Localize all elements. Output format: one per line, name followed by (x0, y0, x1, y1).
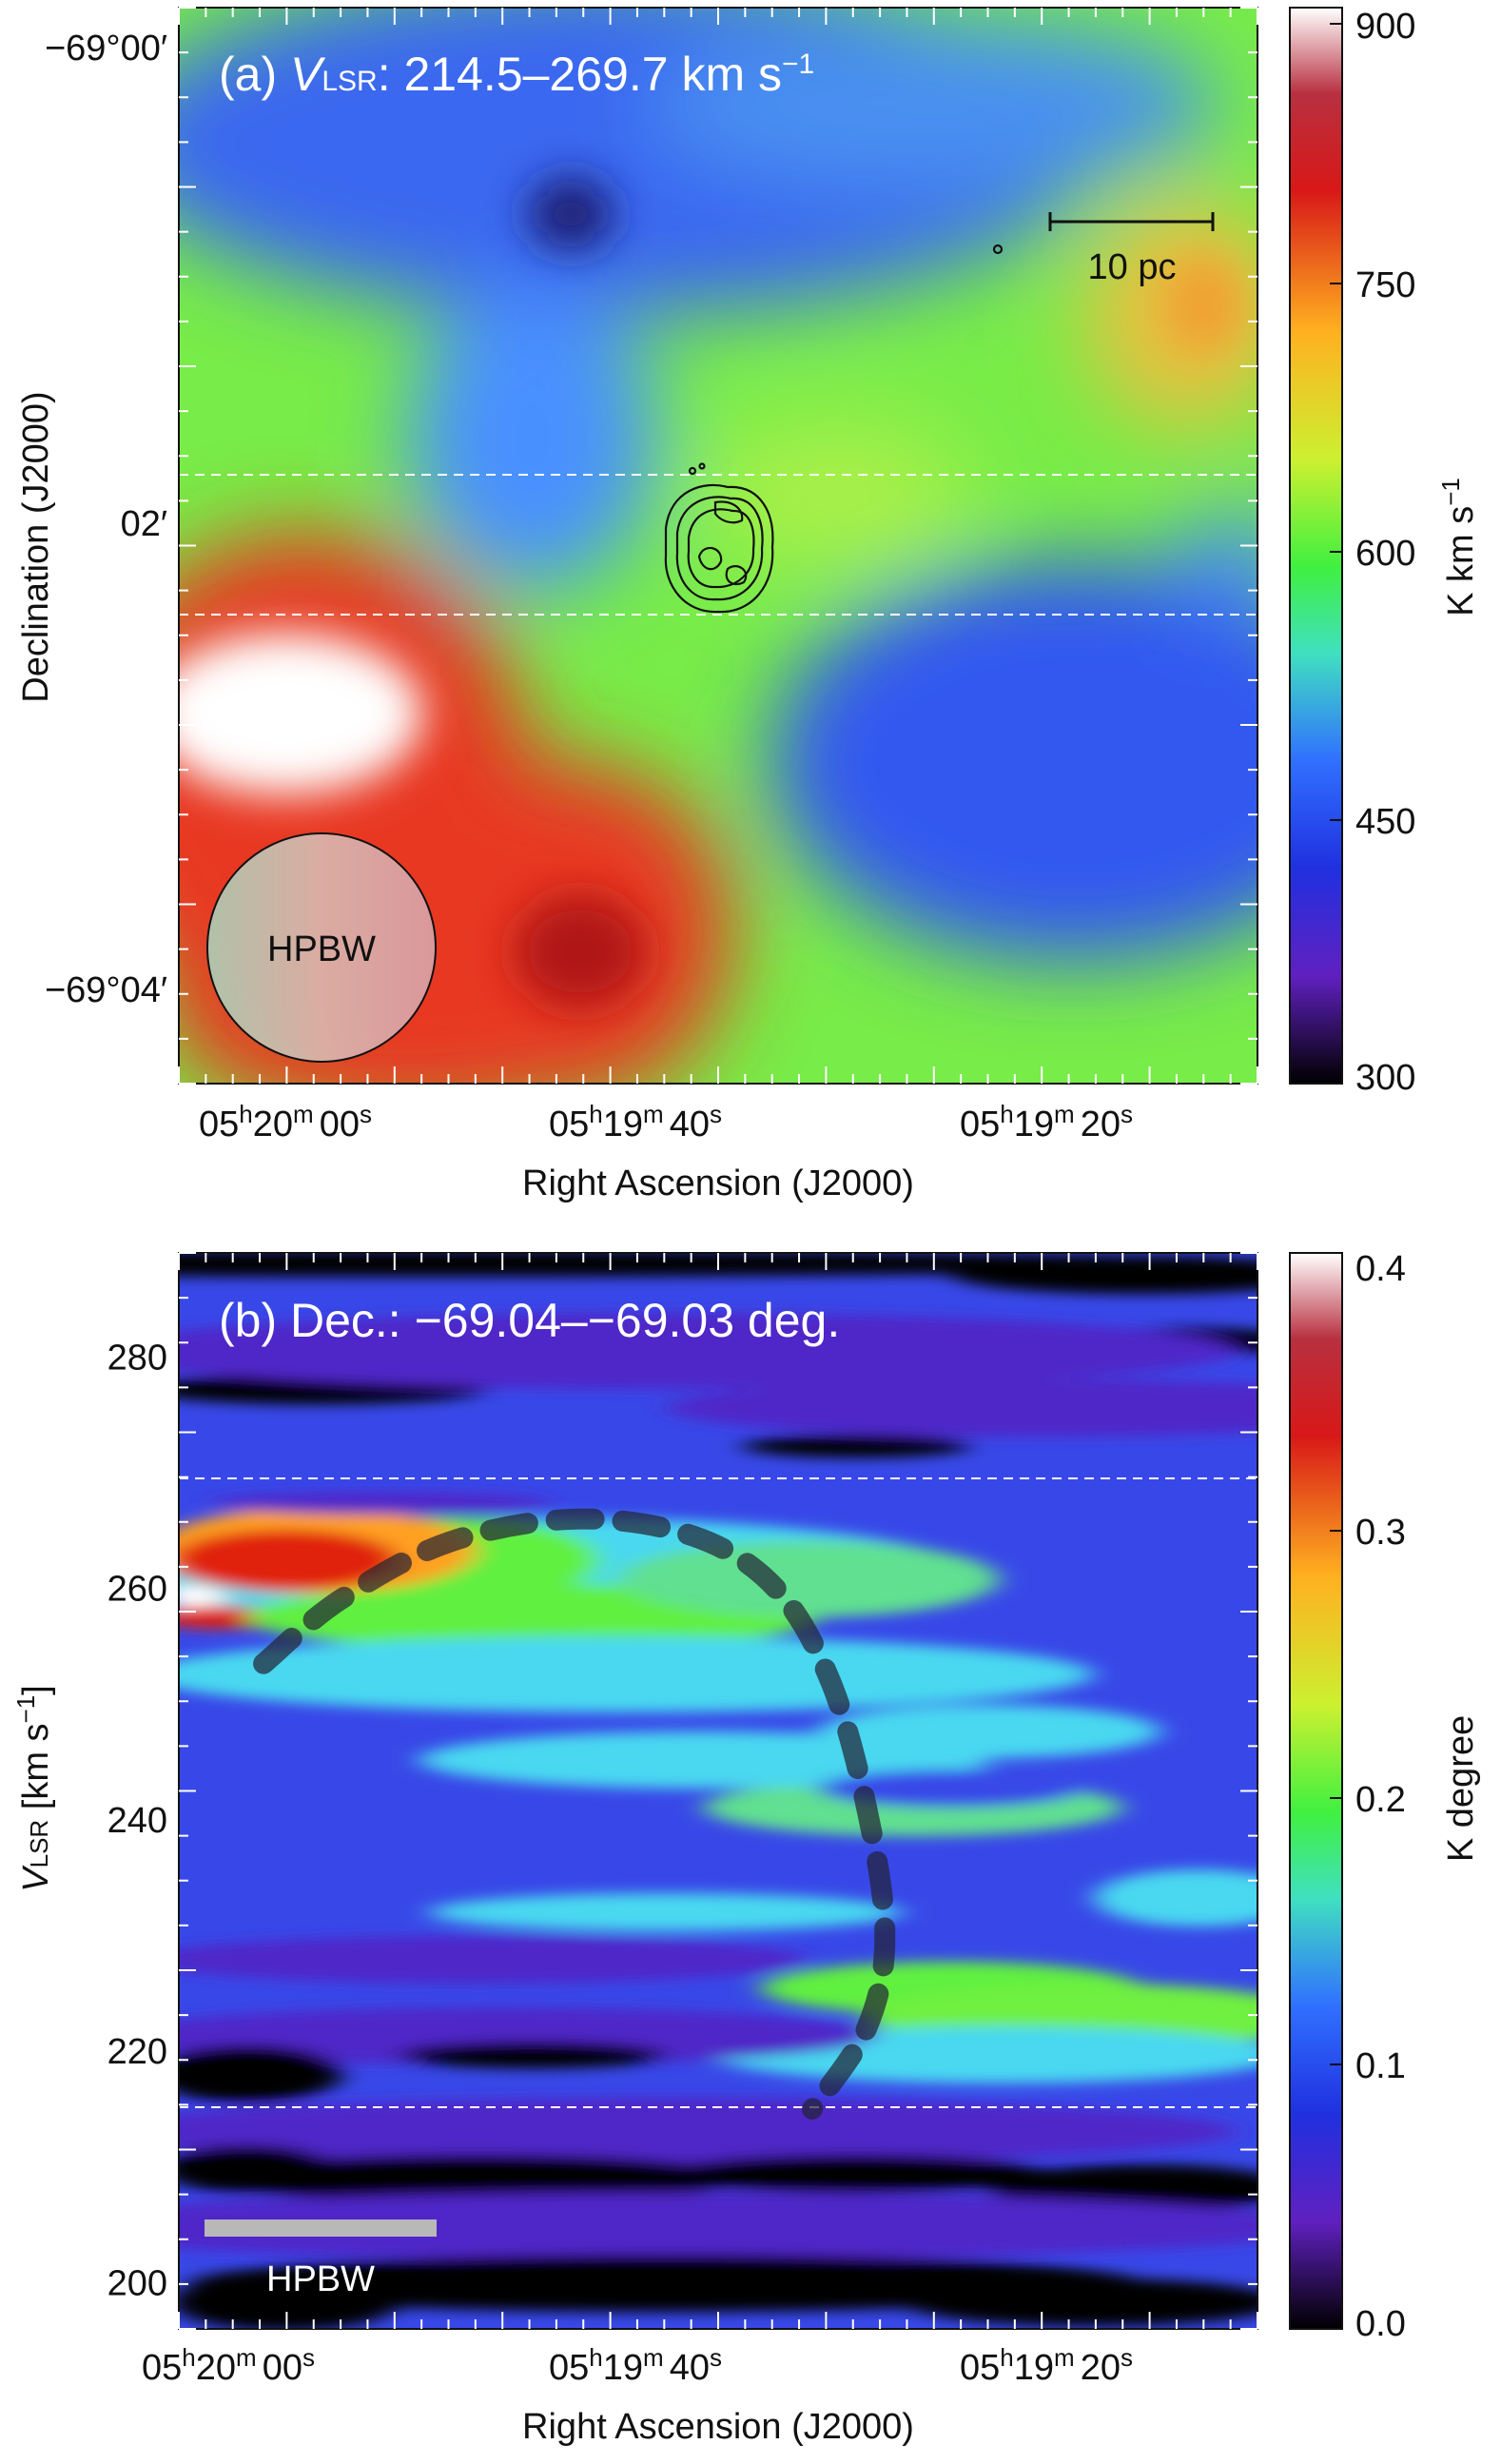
y-tick-label: −69°00′ (45, 29, 167, 68)
y-tick-label: 280 (107, 1338, 167, 1378)
pv-emission-blob (179, 2274, 400, 2329)
colorbar-b-tick-label: 0.0 (1355, 2304, 1406, 2344)
pv-emission-blob (179, 1936, 809, 1984)
pv-emission-blob (209, 2155, 742, 2202)
pv-emission-blob (179, 2045, 342, 2102)
panel-b-minor-ticks (178, 1252, 1258, 2330)
panel-a-title: (a) VLSR: 214.5–269.7 km s−1 (219, 48, 814, 101)
scale-bar-label: 10 pc (1088, 247, 1177, 287)
pv-emission-blob (179, 1530, 400, 1591)
x-axis-label: Right Ascension (J2000) (522, 2407, 914, 2447)
pv-emission-blob (1094, 1869, 1257, 1926)
colorbar-b-tick-label: 0.3 (1355, 1513, 1406, 1553)
pv-emission-blob (190, 2255, 1141, 2312)
hpbw-beam-circle (206, 832, 437, 1063)
pv-emission-blob (666, 1379, 1257, 1437)
colorbar-b-tick-label: 0.4 (1355, 1249, 1406, 1289)
colorbar-b-ticks (1330, 1530, 1342, 2065)
panel-b: HPBW (b) Dec.: −69.04–−69.03 deg. 280 260… (11, 1249, 1481, 2447)
colorbar-a-tick-label: 900 (1355, 7, 1415, 47)
pv-emission-blob (818, 1770, 1084, 1808)
expanding-shell-arc (253, 1508, 896, 2120)
y-tick-label: 220 (107, 2032, 167, 2072)
pv-emission-blob (742, 1435, 970, 1457)
colorbar-b-tick-label: 0.2 (1355, 1780, 1406, 1820)
y-tick-label: 260 (107, 1570, 167, 1610)
pv-emission-blob (951, 1256, 1257, 1294)
colorbar-a-ticks (1330, 23, 1342, 821)
x-axis-label: Right Ascension (J2000) (522, 1164, 914, 1203)
hpbw-bar-label: HPBW (266, 2259, 375, 2299)
pv-emission-blob (904, 2278, 1257, 2326)
panel-b-y-ticks: 280 260 240 220 200 (107, 1338, 167, 2303)
x-tick-label: 05h19m 20s (960, 1100, 1133, 1144)
pv-emission-blob (618, 1541, 999, 1617)
y-tick-label: 200 (107, 2263, 167, 2303)
y-axis-label: VLSR [km s−1] (11, 1685, 56, 1891)
pv-emission-blob (179, 2098, 1237, 2164)
x-tick-label: 05h19m 40s (549, 2343, 722, 2388)
colorbar-a-tick-label: 750 (1355, 265, 1415, 305)
colorbar-b-label: K degree (1441, 1715, 1481, 1862)
hpbw-beam-label: HPBW (267, 929, 376, 969)
x-tick-label: 05h20m 00s (199, 1100, 372, 1144)
snr-contours (664, 244, 1004, 614)
colorbar-a-tick-label: 600 (1355, 534, 1415, 574)
colorbar-a-tick-label: 300 (1355, 1058, 1415, 1098)
panel-b-title: (b) Dec.: −69.04–−69.03 deg. (219, 1294, 840, 1347)
panel-b-map: HPBW (b) Dec.: −69.04–−69.03 deg. (179, 1253, 1257, 2329)
colorbar-a-tick-label: 450 (1355, 802, 1415, 842)
x-tick-label: 05h20m 00s (142, 2343, 315, 2388)
y-tick-label: −69°04′ (45, 970, 167, 1010)
pv-emission-blob (179, 2193, 1257, 2259)
pv-emission-blob (179, 1636, 1094, 1712)
colorbar-a-label: K km s−1 (1436, 478, 1481, 616)
x-tick-label: 05h19m 20s (960, 2343, 1133, 2388)
y-tick-label: 240 (107, 1801, 167, 1841)
pv-emission-blob (179, 2145, 333, 2193)
pv-emission-blob (428, 1893, 904, 1931)
pv-emission-blob (209, 1492, 552, 1515)
panel-a: HPBW 10 pc (a) VLSR: 214.5–269.7 km s−1 … (16, 7, 1481, 1203)
pv-emission-blob (179, 1313, 1237, 1389)
hpbw-bar (205, 2220, 437, 2237)
y-tick-label: 02′ (121, 504, 167, 544)
y-axis-label: Declination (J2000) (16, 391, 56, 702)
pv-emission-blob (400, 2042, 666, 2068)
scale-bar: 10 pc (1048, 212, 1215, 287)
pv-emission-blob (179, 1585, 224, 1612)
pv-emission-blob (179, 2007, 875, 2064)
colorbar-a (1289, 7, 1343, 1085)
colorbar-b (1289, 1252, 1343, 2330)
panel-a-map: HPBW 10 pc (a) VLSR: 214.5–269.7 km s−1 (179, 8, 1257, 1084)
panel-a-minor-ticks (178, 7, 1258, 1085)
x-tick-label: 05h19m 40s (549, 1100, 722, 1144)
colorbar-b-tick-label: 0.1 (1355, 2046, 1406, 2086)
pv-emission-blob (666, 2155, 1046, 2193)
